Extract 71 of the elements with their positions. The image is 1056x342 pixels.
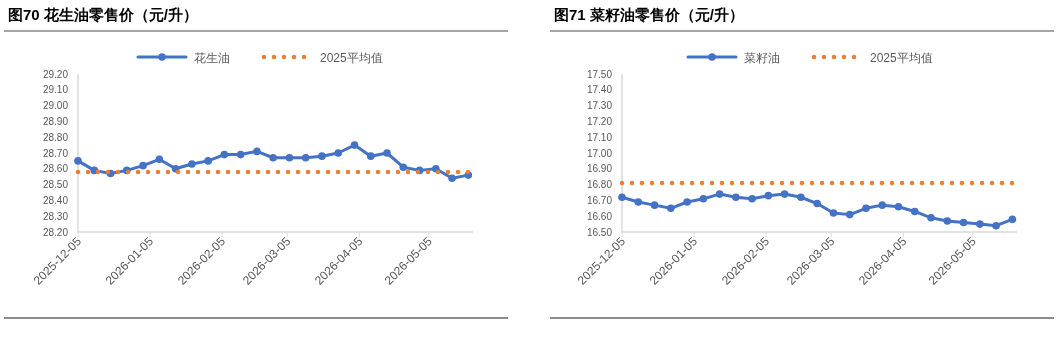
- point: [383, 149, 391, 157]
- y-tick-label: 28.70: [42, 147, 69, 159]
- point: [666, 204, 675, 213]
- y-tick-label: 17.20: [586, 115, 613, 127]
- point: [699, 195, 708, 203]
- y-tick-label: 28.80: [42, 131, 69, 143]
- point: [862, 204, 870, 213]
- y-tick-label: 28.60: [42, 163, 69, 175]
- point: [732, 193, 740, 202]
- y-tick-label: 28.40: [42, 194, 69, 206]
- point: [976, 220, 984, 228]
- point: [797, 193, 805, 202]
- chart-title: 图71 菜籽油零售价（元/升）: [554, 6, 745, 23]
- point: [845, 210, 854, 219]
- y-tick-label: 17.10: [586, 131, 613, 143]
- y-tick-label: 17.00: [586, 147, 613, 159]
- point: [715, 190, 724, 198]
- point: [204, 157, 212, 165]
- y-tick-label: 29.20: [42, 68, 69, 80]
- y-tick-label: 16.60: [586, 210, 613, 222]
- legend-label: 2025平均值: [870, 50, 933, 65]
- point: [780, 190, 789, 198]
- point: [399, 163, 408, 172]
- point: [894, 202, 903, 211]
- y-tick-label: 17.40: [586, 84, 613, 96]
- point: [1008, 215, 1017, 224]
- point: [269, 153, 277, 162]
- y-tick-label: 28.50: [42, 179, 69, 191]
- point: [829, 209, 838, 217]
- point: [236, 150, 245, 159]
- point: [878, 201, 887, 209]
- point: [992, 221, 1000, 230]
- point: [959, 218, 968, 227]
- y-tick-label: 28.90: [42, 115, 69, 127]
- point: [813, 199, 821, 208]
- point: [334, 149, 343, 157]
- legend-label: 菜籽油: [744, 50, 780, 65]
- point: [155, 155, 164, 164]
- point: [220, 150, 229, 159]
- point: [350, 141, 359, 149]
- y-tick-label: 16.70: [586, 194, 613, 206]
- legend-label: 2025平均值: [320, 50, 383, 65]
- y-tick-label: 29.10: [42, 84, 69, 96]
- y-tick-label: 16.80: [586, 179, 613, 191]
- chart-title: 图70 花生油零售价（元/升）: [8, 6, 199, 23]
- point: [748, 195, 756, 203]
- point: [618, 193, 626, 202]
- point: [74, 157, 82, 165]
- point: [253, 147, 261, 156]
- y-tick-label: 16.50: [586, 226, 613, 238]
- point: [285, 153, 294, 162]
- point: [139, 161, 147, 170]
- point: [366, 152, 375, 160]
- point: [188, 160, 196, 168]
- legend-label: 花生油: [194, 50, 230, 65]
- point: [448, 174, 456, 183]
- point: [634, 198, 643, 206]
- point: [764, 191, 773, 200]
- point: [943, 217, 952, 225]
- y-tick-label: 28.30: [42, 210, 69, 222]
- point: [301, 153, 310, 162]
- y-tick-label: 28.20: [42, 226, 69, 238]
- point: [650, 201, 659, 209]
- point: [683, 198, 691, 206]
- point: [910, 207, 919, 216]
- y-tick-label: 29.00: [42, 100, 69, 112]
- point: [318, 152, 326, 160]
- y-tick-label: 17.30: [586, 100, 613, 112]
- point: [927, 213, 935, 222]
- y-tick-label: 17.50: [586, 68, 613, 80]
- y-tick-label: 16.90: [586, 163, 613, 175]
